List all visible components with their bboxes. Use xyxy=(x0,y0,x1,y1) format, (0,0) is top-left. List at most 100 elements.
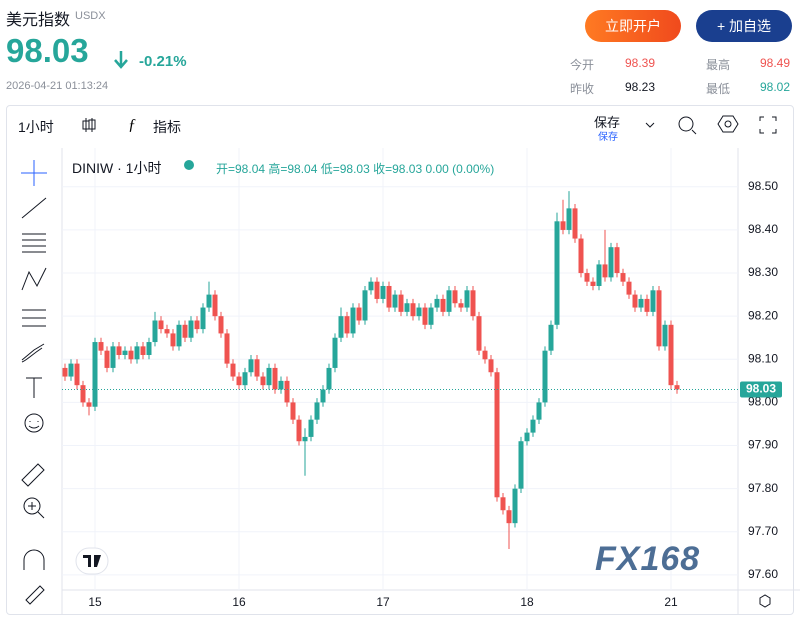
indicators[interactable]: 指标 xyxy=(153,119,181,135)
candle-body xyxy=(518,441,524,489)
candle-body xyxy=(644,298,650,312)
candle-body xyxy=(398,294,404,312)
candle-body xyxy=(128,350,134,360)
timestamp: 2026-04-21 01:13:24 xyxy=(6,80,109,92)
candle-body xyxy=(194,320,200,330)
toolbar-right-icons xyxy=(645,115,777,135)
open-account-button[interactable]: 立即开户 xyxy=(585,10,681,42)
last-price-box xyxy=(740,381,782,398)
candle-body xyxy=(560,221,566,230)
candle-body xyxy=(116,346,122,355)
candle-body xyxy=(542,350,548,403)
candle-body xyxy=(74,363,80,386)
candle-body xyxy=(602,264,608,278)
candle-body xyxy=(476,316,482,351)
candle-body xyxy=(650,290,656,312)
candle-body xyxy=(620,273,626,282)
candle-body xyxy=(122,350,128,355)
candle-body xyxy=(386,285,392,308)
candle-body xyxy=(464,290,470,308)
candle-body xyxy=(512,488,518,524)
candle-body xyxy=(626,281,632,295)
candle-body xyxy=(506,510,512,524)
interval[interactable]: 1小时 xyxy=(18,119,54,135)
y-tick-label: 98.10 xyxy=(748,351,778,365)
y-tick-label: 97.80 xyxy=(748,481,778,495)
candle-body xyxy=(422,307,428,325)
candle-body xyxy=(488,359,494,373)
candle-body xyxy=(92,342,98,407)
candle-body xyxy=(578,238,584,274)
y-tick-label: 98.40 xyxy=(748,222,778,236)
price: 98.03 xyxy=(6,32,89,69)
candle-body xyxy=(380,285,386,299)
stat-value: 98.39 xyxy=(625,56,656,70)
candle-body xyxy=(674,385,680,390)
candle-body xyxy=(146,342,152,355)
x-tick-label: 16 xyxy=(232,595,246,609)
candle-body xyxy=(638,298,644,308)
candle-body xyxy=(188,320,194,338)
y-tick-label: 97.90 xyxy=(748,438,778,452)
candle-body xyxy=(524,432,530,442)
candle-body xyxy=(554,221,560,325)
candle-body xyxy=(320,389,326,403)
save[interactable]: 保存 xyxy=(594,115,621,130)
candle-body xyxy=(500,497,506,511)
candle-body xyxy=(428,307,434,325)
candle-body xyxy=(278,380,284,390)
candle-body xyxy=(548,324,554,351)
candle-body xyxy=(470,290,476,317)
tv-logo xyxy=(75,547,109,575)
y-tick-label: 97.70 xyxy=(748,524,778,538)
candle-body xyxy=(608,247,614,278)
candle-body xyxy=(668,324,674,386)
candle-body xyxy=(656,290,662,347)
stat-value: 98.49 xyxy=(760,56,791,70)
y-tick-label: 98.00 xyxy=(748,395,778,409)
legend-symbol: DINIW · 1小时 xyxy=(72,160,162,176)
candle-body xyxy=(434,298,440,308)
candle-body xyxy=(182,324,188,338)
stat-value: 98.02 xyxy=(760,80,791,94)
candle-body xyxy=(266,367,272,386)
save-sub: 保存 xyxy=(598,132,618,143)
candle-body xyxy=(614,247,620,274)
candle-body xyxy=(392,294,398,308)
candle-body xyxy=(134,346,140,360)
candle-body xyxy=(254,359,260,377)
candle-body xyxy=(212,294,218,317)
symbol: USDX xyxy=(75,10,106,22)
candle-body xyxy=(494,372,500,498)
candle-body xyxy=(350,307,356,334)
tv-logo-mark xyxy=(83,555,101,567)
candle-body xyxy=(368,281,374,291)
candle-body xyxy=(326,367,332,390)
candle-body xyxy=(230,363,236,377)
candle-body xyxy=(224,333,230,364)
candle-body xyxy=(662,324,668,347)
candle-body xyxy=(158,320,164,330)
candle-body xyxy=(410,303,416,317)
candle-body xyxy=(242,372,248,386)
x-tick-label: 15 xyxy=(88,595,102,609)
drawing-tools xyxy=(21,160,47,605)
add-watch-button[interactable]: + 加自选 xyxy=(696,10,792,42)
candle-body xyxy=(68,363,74,377)
y-tick-label: 98.30 xyxy=(748,265,778,279)
candle-body xyxy=(356,307,362,321)
candle-body xyxy=(200,307,206,330)
title: 美元指数 xyxy=(6,12,71,29)
status-dot xyxy=(184,160,194,170)
candle-body xyxy=(236,376,242,386)
candle-body xyxy=(416,307,422,317)
candle-body xyxy=(302,436,308,442)
candle-body xyxy=(80,385,86,403)
candle-body xyxy=(260,376,266,386)
stat-value: 98.23 xyxy=(625,80,656,94)
stat-label: 最低 xyxy=(706,82,731,96)
candle-body xyxy=(86,402,92,407)
candle-body xyxy=(536,402,542,420)
candle-body xyxy=(458,303,464,308)
candle-body xyxy=(446,290,452,312)
